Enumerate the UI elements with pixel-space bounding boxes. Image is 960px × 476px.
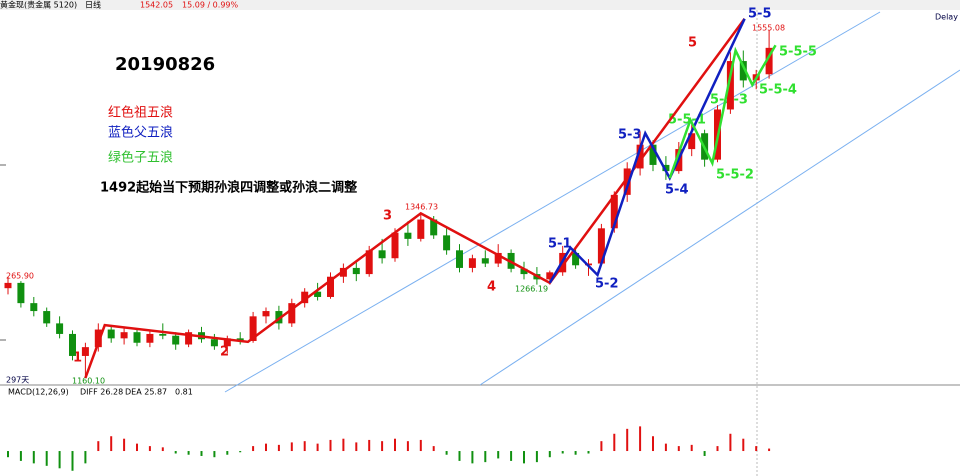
candle-body: [417, 219, 425, 239]
candle-body: [56, 323, 64, 334]
candle-body: [30, 303, 38, 312]
channel-line: [479, 69, 960, 386]
note: 红色祖五浪: [108, 105, 173, 121]
wave-label: 5: [688, 36, 697, 51]
candle-body: [275, 311, 283, 324]
note: 1492起始当下预期孙浪四调整或孙浪二调整: [100, 180, 358, 196]
candle-body: [726, 61, 734, 110]
candle-body: [688, 133, 696, 150]
macd-dea: DEA 25.87: [125, 388, 167, 397]
candle-body: [185, 332, 193, 345]
candle-body: [481, 258, 489, 264]
candle-body: [314, 291, 322, 297]
red-labels: 1 2 3 4 5: [73, 36, 697, 366]
candle-body: [288, 303, 296, 324]
wave-label: 5-3: [618, 128, 642, 143]
symbol: 黄金现(贵金属 5120): [0, 0, 77, 10]
candle-body: [739, 61, 747, 81]
candle-body: [249, 316, 257, 341]
macd-diff: DIFF 26.28: [80, 388, 123, 397]
candle-body: [610, 194, 618, 229]
candle-body: [223, 338, 231, 347]
candle-body: [120, 332, 128, 339]
candle-body: [391, 232, 399, 259]
candle-body: [172, 335, 180, 345]
candle-body: [765, 47, 773, 75]
candle-body: [43, 311, 51, 324]
candle-body: [146, 333, 154, 343]
candle-body: [262, 311, 270, 317]
wave-line: [548, 18, 746, 284]
candle-body: [468, 258, 476, 268]
price-label: 1555.08: [752, 24, 785, 33]
candle-body: [17, 282, 25, 304]
macd-label: MACD(12,26,9): [8, 388, 69, 397]
blue-labels: 5-1 5-2 5-3 5-4 5-5: [548, 7, 772, 292]
candle-body: [352, 267, 360, 275]
candle-body: [404, 232, 412, 239]
candle-body: [649, 144, 657, 165]
candle-body: [597, 228, 605, 264]
candle-body: [636, 144, 644, 169]
candle-body: [4, 282, 12, 289]
candle-body: [520, 268, 528, 275]
candle-body: [378, 250, 386, 259]
period[interactable]: 日线: [85, 0, 101, 10]
candle-body: [365, 250, 373, 275]
wave-label: 5-5: [748, 7, 772, 22]
candle-body: [81, 347, 89, 356]
candle-body: [94, 329, 102, 348]
candle-body: [107, 329, 115, 339]
header: 黄金现(贵金属 5120) 日线 1542.05 15.09 / 0.99% D…: [0, 0, 958, 22]
last-price: 1542.05: [140, 1, 173, 10]
wave-label: 5-5-4: [759, 83, 797, 98]
candle-body: [236, 338, 244, 341]
bar-count: 297天: [6, 376, 29, 385]
wave-label: 1: [73, 351, 82, 366]
macd-hist-label: 0.81: [175, 388, 193, 397]
wave-label: 4: [487, 280, 496, 295]
price-label: 1160.10: [72, 377, 105, 386]
wave-line: [668, 44, 777, 179]
note: 蓝色父五浪: [108, 125, 173, 141]
wave-label: 2: [220, 345, 229, 360]
candle-body: [133, 332, 141, 343]
candle-body: [301, 291, 309, 304]
candle-body: [210, 339, 218, 347]
wave-label: 5-5-5: [779, 45, 817, 60]
toolbar: [0, 0, 960, 10]
candle-body: [159, 333, 167, 336]
candle-body: [443, 235, 451, 251]
wave-line: [84, 18, 746, 379]
price-label: 1266.19: [515, 285, 548, 294]
wave-label: 5-4: [665, 183, 689, 198]
price-label: 265.90: [6, 272, 34, 281]
candle-body: [572, 252, 580, 266]
candle-body: [456, 250, 463, 268]
candle-body: [430, 219, 438, 236]
candle-body: [327, 276, 334, 297]
wave-label: 3: [383, 209, 392, 224]
note: 绿色子五浪: [108, 150, 173, 166]
wave-label: 5-2: [595, 277, 619, 292]
candle-body: [662, 164, 670, 172]
wave-label: 5-1: [548, 237, 572, 252]
candle-body: [623, 168, 631, 195]
channel-line: [224, 11, 881, 393]
change: 15.09 / 0.99%: [182, 1, 238, 10]
wave-label: 5-5-2: [716, 168, 754, 183]
price-label: 1346.73: [405, 203, 438, 212]
delay: Delay: [935, 13, 958, 22]
candle-body: [546, 272, 554, 280]
candle-body: [69, 333, 76, 356]
date-note: 20190826: [115, 54, 215, 75]
candle-body: [494, 252, 502, 264]
